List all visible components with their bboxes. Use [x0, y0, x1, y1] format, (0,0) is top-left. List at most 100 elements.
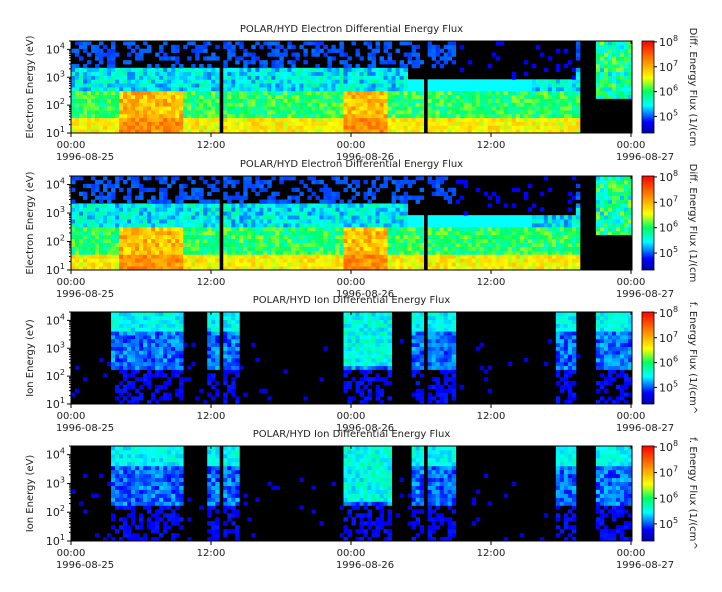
spectrogram-cell: [367, 203, 372, 208]
spectrogram-cell: [387, 52, 392, 57]
spectrogram-cell: [491, 94, 497, 99]
spectrogram-cell: [315, 195, 320, 200]
spectrogram-cell: [131, 129, 136, 134]
spectrogram-cell: [247, 71, 252, 76]
spectrogram-cell: [243, 191, 248, 196]
spectrogram-cell: [371, 71, 376, 76]
spectrogram-cell: [467, 234, 473, 240]
spectrogram-cell: [191, 106, 196, 111]
spectrogram-cell: [403, 215, 408, 220]
spectrogram-cell: [495, 83, 501, 88]
spectrogram-cell: [227, 223, 232, 228]
spectrogram-cell: [71, 207, 76, 212]
spectrogram-cell: [455, 223, 461, 228]
spectrogram-cell: [103, 226, 108, 232]
spectrogram-cell: [203, 44, 208, 50]
spectrogram-cell: [535, 110, 541, 115]
spectrogram-cell: [79, 266, 84, 271]
spectrogram-cell: [247, 238, 252, 243]
spectrogram-cell: [195, 203, 200, 208]
spectrogram-cell: [463, 258, 469, 263]
spectrogram-cell: [567, 230, 573, 236]
spectrogram-cell: [371, 223, 376, 228]
spectrogram-cell: [463, 223, 469, 228]
spectrogram-cell: [127, 44, 132, 50]
spectrogram-cell: [199, 238, 204, 243]
spectrogram-cell: [619, 83, 625, 88]
spectrogram-cell: [339, 75, 344, 80]
spectrogram-cell: [259, 203, 264, 208]
spectrogram-cell: [615, 223, 621, 228]
colorbar-tick-exponent: 5: [673, 108, 678, 117]
spectrogram-cell: [491, 266, 497, 271]
spectrogram-cell: [323, 183, 328, 189]
spectrogram-cell: [183, 129, 188, 134]
spectrogram-cell: [123, 41, 128, 46]
spectrogram-cell: [307, 90, 312, 96]
spectrogram-cell: [507, 230, 513, 236]
spectrogram-cell: [119, 262, 124, 267]
spectrogram-cell: [451, 48, 457, 53]
spectrogram-cell: [307, 83, 312, 88]
spectrogram-cell: [159, 125, 164, 130]
spectrogram-cell: [395, 183, 400, 189]
spectrogram-cell: [343, 60, 348, 65]
spectrogram-cell: [291, 121, 296, 126]
spectrogram-cell: [463, 110, 469, 115]
spectrogram-cell: [467, 246, 473, 251]
spectrogram-cell: [427, 250, 433, 255]
spectrogram-cell: [239, 250, 244, 255]
spectrogram-cell: [243, 183, 248, 189]
spectrogram-cell: [339, 215, 344, 220]
spectrogram-cell: [547, 79, 553, 84]
spectrogram-cell: [99, 254, 104, 259]
spectrogram-cell: [279, 102, 284, 107]
spectrogram-cell: [315, 211, 320, 216]
spectrogram-cell: [155, 129, 160, 134]
spectrogram-cell: [83, 183, 88, 189]
spectrogram-cell: [499, 125, 505, 130]
spectrogram-cell: [231, 207, 236, 212]
spectrogram-cell: [235, 110, 240, 115]
spectrogram-cell: [523, 223, 529, 228]
spectrogram-cell: [495, 219, 501, 224]
spectrogram-cell: [499, 219, 505, 224]
spectrogram-cell: [119, 110, 124, 115]
spectrogram-cell: [359, 215, 364, 220]
spectrogram-cell: [535, 113, 541, 119]
spectrogram-cell: [235, 117, 240, 122]
spectrogram-cell: [331, 254, 336, 259]
spectrogram-cell: [371, 262, 376, 267]
spectrogram-cell: [451, 219, 457, 224]
spectrogram-cell: [607, 207, 613, 212]
spectrogram-cell: [379, 98, 384, 103]
spectrogram-cell: [127, 41, 132, 46]
spectrogram-cell: [155, 79, 160, 84]
spectrogram-cell: [235, 207, 240, 212]
spectrogram-cell: [319, 215, 324, 220]
spectrogram-cell: [291, 262, 296, 267]
spectrogram-cell: [291, 44, 296, 50]
spectrogram-cell: [539, 110, 545, 115]
spectrogram-cell: [391, 113, 396, 119]
spectrogram-cell: [115, 207, 120, 212]
spectrogram-cell: [247, 215, 252, 220]
spectrogram-cell: [247, 183, 252, 189]
spectrogram-cell: [527, 79, 533, 84]
spectrogram-cell: [191, 215, 196, 220]
spectrogram-cell: [135, 56, 140, 61]
spectrogram-cell: [103, 52, 108, 57]
spectrogram-cell: [247, 102, 252, 107]
spectrogram-cell: [371, 234, 376, 240]
spectrogram-cell: [83, 113, 88, 119]
spectrogram-cell: [147, 129, 152, 134]
spectrogram-cell: [331, 48, 336, 53]
spectrogram-cell: [539, 52, 545, 57]
spectrogram-cell: [495, 98, 501, 103]
spectrogram-cell: [179, 230, 184, 236]
spectrogram-cell: [491, 52, 497, 57]
spectrogram-cell: [103, 71, 108, 76]
spectrogram-cell: [559, 117, 565, 122]
spectrogram-cell: [235, 98, 240, 103]
spectrogram-cell: [323, 238, 328, 243]
